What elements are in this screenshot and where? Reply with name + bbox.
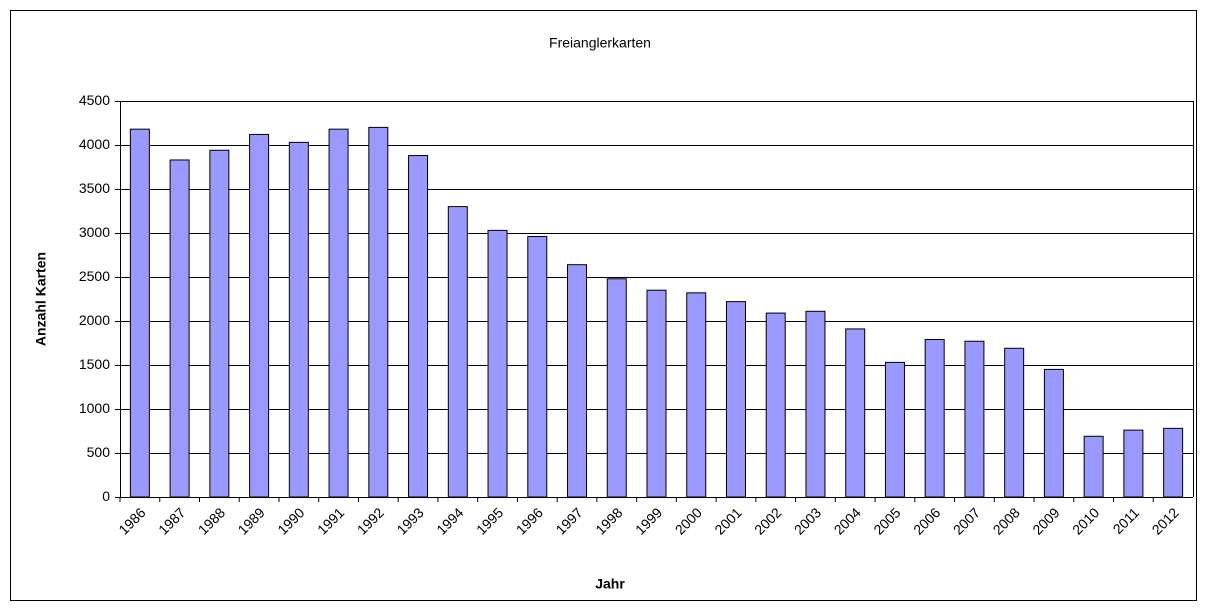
bar bbox=[805, 310, 826, 498]
bar bbox=[884, 361, 905, 498]
y-axis-title: Anzahl Karten bbox=[33, 252, 49, 346]
bar bbox=[1043, 368, 1064, 498]
bar bbox=[368, 126, 389, 498]
bar bbox=[129, 128, 150, 498]
y-tick-label: 1000 bbox=[79, 400, 110, 416]
bar bbox=[1163, 427, 1184, 498]
y-tick-label: 0 bbox=[102, 488, 110, 504]
y-tick-label: 2500 bbox=[79, 268, 110, 284]
y-tick-label: 4500 bbox=[79, 92, 110, 108]
bar bbox=[1004, 347, 1025, 498]
y-tick-label: 2000 bbox=[79, 312, 110, 328]
bar bbox=[567, 264, 588, 498]
bar bbox=[169, 159, 190, 498]
chart-border bbox=[10, 10, 1197, 601]
bar bbox=[209, 149, 230, 498]
bar bbox=[1083, 435, 1104, 498]
bar bbox=[765, 312, 786, 498]
bar bbox=[725, 301, 746, 498]
bar bbox=[328, 128, 349, 498]
bar bbox=[487, 229, 508, 498]
y-tick-label: 500 bbox=[87, 444, 111, 460]
x-axis-title: Jahr bbox=[595, 576, 625, 592]
bar bbox=[845, 328, 866, 498]
bar bbox=[686, 292, 707, 498]
bar bbox=[1123, 429, 1144, 498]
bar bbox=[964, 340, 985, 498]
bar bbox=[527, 236, 548, 498]
bar bbox=[447, 206, 468, 498]
bar bbox=[924, 338, 945, 498]
bar bbox=[408, 155, 429, 498]
y-tick-label: 4000 bbox=[79, 136, 110, 152]
chart-title: Freianglerkarten bbox=[549, 35, 651, 51]
y-tick-label: 3500 bbox=[79, 180, 110, 196]
bar bbox=[646, 289, 667, 498]
y-tick-label: 1500 bbox=[79, 356, 110, 372]
bar bbox=[606, 278, 627, 498]
y-tick-label: 3000 bbox=[79, 224, 110, 240]
bar bbox=[288, 141, 309, 498]
bar bbox=[249, 133, 270, 498]
